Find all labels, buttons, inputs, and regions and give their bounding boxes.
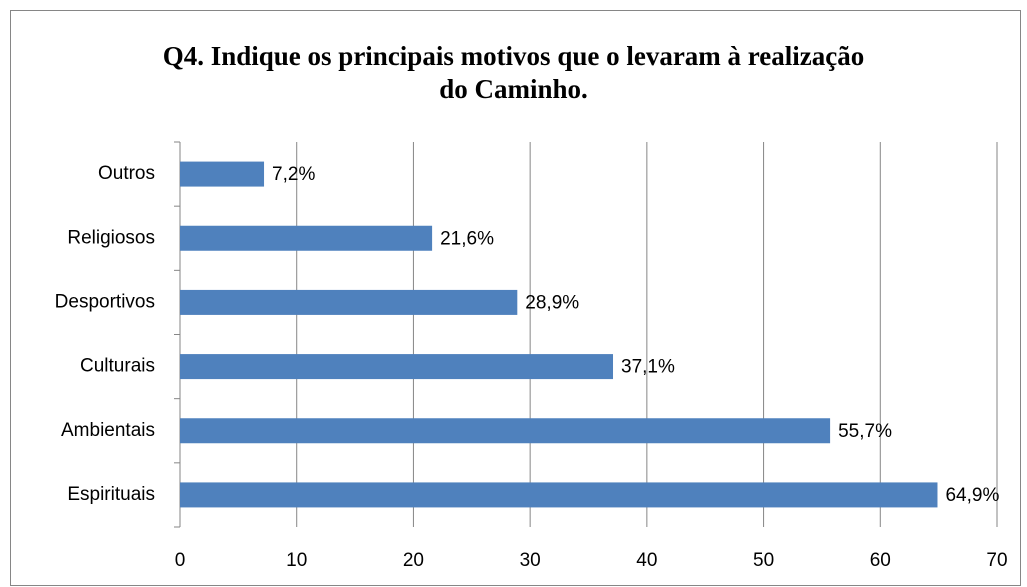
x-tick-label: 70 [986,550,1007,571]
y-tick-label: Outros [98,163,155,184]
x-tick-label: 40 [636,550,657,571]
bar [180,482,938,508]
x-tick-label: 0 [175,550,186,571]
y-tick-label: Espirituais [67,484,155,505]
data-label: 64,9% [945,485,999,506]
bar [180,354,614,380]
y-tick-label: Culturais [80,356,155,377]
x-tick-label: 20 [403,550,424,571]
y-tick-label: Religiosos [67,227,155,248]
y-tick-label: Desportivos [55,291,155,312]
x-tick-label: 60 [870,550,891,571]
x-tick-label: 10 [286,550,307,571]
data-label: 21,6% [440,228,494,249]
x-tick-label: 30 [520,550,541,571]
data-label: 55,7% [838,421,892,442]
data-label: 7,2% [272,164,315,185]
data-label: 37,1% [621,357,675,378]
y-tick-label: Ambientais [61,420,155,441]
x-tick-label: 50 [753,550,774,571]
bar [180,225,433,251]
data-label: 28,9% [525,292,579,313]
bar [180,289,518,315]
bar [180,161,265,187]
bar [180,418,831,444]
chart-title: Q4. Indique os principais motivos que o … [162,41,865,104]
